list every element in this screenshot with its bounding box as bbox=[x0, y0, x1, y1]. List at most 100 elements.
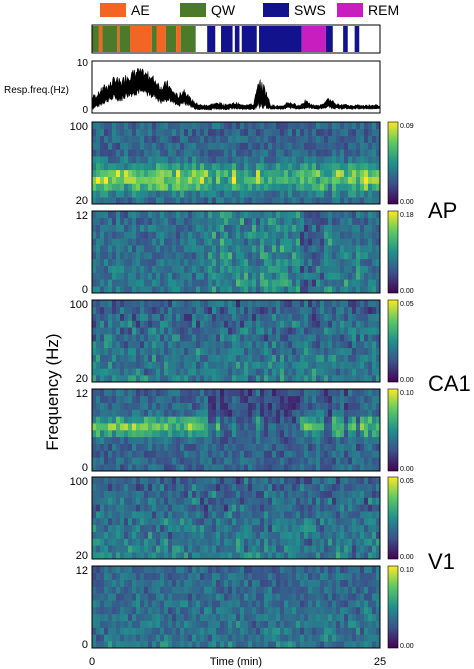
heatmap-cell bbox=[364, 135, 369, 143]
heatmap-cell bbox=[308, 477, 313, 485]
heatmap-cell bbox=[104, 211, 109, 219]
heatmap-cell bbox=[236, 545, 241, 553]
heatmap-cell bbox=[264, 464, 269, 472]
heatmap-cell bbox=[92, 545, 97, 553]
heatmap-cell bbox=[324, 545, 329, 553]
heatmap-cell bbox=[372, 341, 377, 349]
heatmap-cell bbox=[312, 518, 317, 526]
heatmap-cell bbox=[128, 163, 133, 171]
heatmap-cell bbox=[236, 354, 241, 362]
heatmap-cell bbox=[104, 231, 109, 239]
heatmap-cell bbox=[364, 265, 369, 273]
heatmap-cell bbox=[348, 122, 353, 130]
heatmap-cell bbox=[272, 197, 277, 205]
heatmap-cell bbox=[348, 354, 353, 362]
heatmap-cell bbox=[136, 334, 141, 342]
heatmap-cell bbox=[308, 224, 313, 232]
heatmap-cell bbox=[332, 497, 337, 505]
heatmap-cell bbox=[256, 620, 261, 628]
heatmap-cell bbox=[164, 142, 169, 150]
heatmap-cell bbox=[188, 135, 193, 143]
heatmap-cell bbox=[196, 538, 201, 546]
heatmap-cell bbox=[328, 483, 333, 491]
heatmap-cell bbox=[136, 217, 141, 225]
heatmap-cell bbox=[148, 176, 153, 184]
heatmap-cell bbox=[332, 190, 337, 198]
heatmap-cell bbox=[112, 477, 117, 485]
heatmap-cell bbox=[96, 224, 101, 232]
heatmap-cell bbox=[304, 156, 309, 164]
heatmap-cell bbox=[224, 634, 229, 642]
heatmap-cell bbox=[252, 402, 257, 410]
heatmap-cell bbox=[352, 334, 357, 342]
heatmap-cell bbox=[292, 149, 297, 157]
heatmap-cell bbox=[316, 464, 321, 472]
heatmap-cell bbox=[364, 217, 369, 225]
heatmap-cell bbox=[280, 464, 285, 472]
heatmap-cell bbox=[128, 135, 133, 143]
heatmap-cell bbox=[248, 395, 253, 403]
heatmap-cell bbox=[340, 409, 345, 417]
heatmap-cell bbox=[336, 320, 341, 328]
heatmap-cell bbox=[156, 490, 161, 498]
heatmap-cell bbox=[284, 279, 289, 287]
heatmap-cell bbox=[328, 402, 333, 410]
heatmap-cell bbox=[376, 483, 381, 491]
heatmap-cell bbox=[204, 347, 209, 355]
heatmap-cell bbox=[132, 361, 137, 369]
heatmap-cell bbox=[256, 524, 261, 532]
heatmap-cell bbox=[264, 607, 269, 615]
heatmap-cell bbox=[256, 545, 261, 553]
heatmap-cell bbox=[136, 504, 141, 512]
heatmap-cell bbox=[124, 477, 129, 485]
heatmap-cell bbox=[92, 457, 97, 465]
heatmap-cell bbox=[232, 579, 237, 587]
heatmap-cell bbox=[248, 511, 253, 519]
heatmap-cell bbox=[204, 464, 209, 472]
heatmap-cell bbox=[216, 641, 221, 649]
heatmap-cell bbox=[340, 436, 345, 444]
heatmap-cell bbox=[184, 183, 189, 191]
heatmap-cell bbox=[256, 224, 261, 232]
heatmap-cell bbox=[316, 511, 321, 519]
heatmap-cell bbox=[332, 538, 337, 546]
heatmap-cell bbox=[224, 265, 229, 273]
heatmap-cell bbox=[284, 272, 289, 280]
heatmap-cell bbox=[216, 409, 221, 417]
heatmap-cell bbox=[304, 450, 309, 458]
heatmap-cell bbox=[236, 430, 241, 438]
heatmap-cell bbox=[188, 395, 193, 403]
heatmap-cell bbox=[176, 300, 181, 308]
heatmap-cell bbox=[236, 286, 241, 294]
heatmap-cell bbox=[216, 416, 221, 424]
heatmap-cell bbox=[308, 265, 313, 273]
heatmap-cell bbox=[360, 279, 365, 287]
heatmap-cell bbox=[228, 593, 233, 601]
heatmap-cell bbox=[364, 156, 369, 164]
heatmap-cell bbox=[224, 464, 229, 472]
heatmap-cell bbox=[144, 538, 149, 546]
heatmap-cell bbox=[248, 169, 253, 177]
heatmap-cell bbox=[116, 361, 121, 369]
heatmap-cell bbox=[288, 224, 293, 232]
heatmap-cell bbox=[236, 224, 241, 232]
heatmap-cell bbox=[252, 409, 257, 417]
heatmap-cell bbox=[188, 634, 193, 642]
heatmap-cell bbox=[144, 389, 149, 397]
heatmap-cell bbox=[96, 490, 101, 498]
resp-trace-line bbox=[91, 68, 380, 111]
heatmap-cell bbox=[212, 409, 217, 417]
heatmap-cell bbox=[356, 231, 361, 239]
heatmap-cell bbox=[328, 176, 333, 184]
heatmap-cell bbox=[112, 511, 117, 519]
heatmap-cell bbox=[172, 197, 177, 205]
heatmap-cell bbox=[124, 545, 129, 553]
heatmap-cell bbox=[152, 504, 157, 512]
heatmap-cell bbox=[192, 265, 197, 273]
heatmap-cell bbox=[344, 211, 349, 219]
heatmap-cell bbox=[356, 409, 361, 417]
heatmap-cell bbox=[272, 457, 277, 465]
heatmap-cell bbox=[220, 368, 225, 376]
heatmap-cell bbox=[232, 272, 237, 280]
heatmap-cell bbox=[236, 490, 241, 498]
